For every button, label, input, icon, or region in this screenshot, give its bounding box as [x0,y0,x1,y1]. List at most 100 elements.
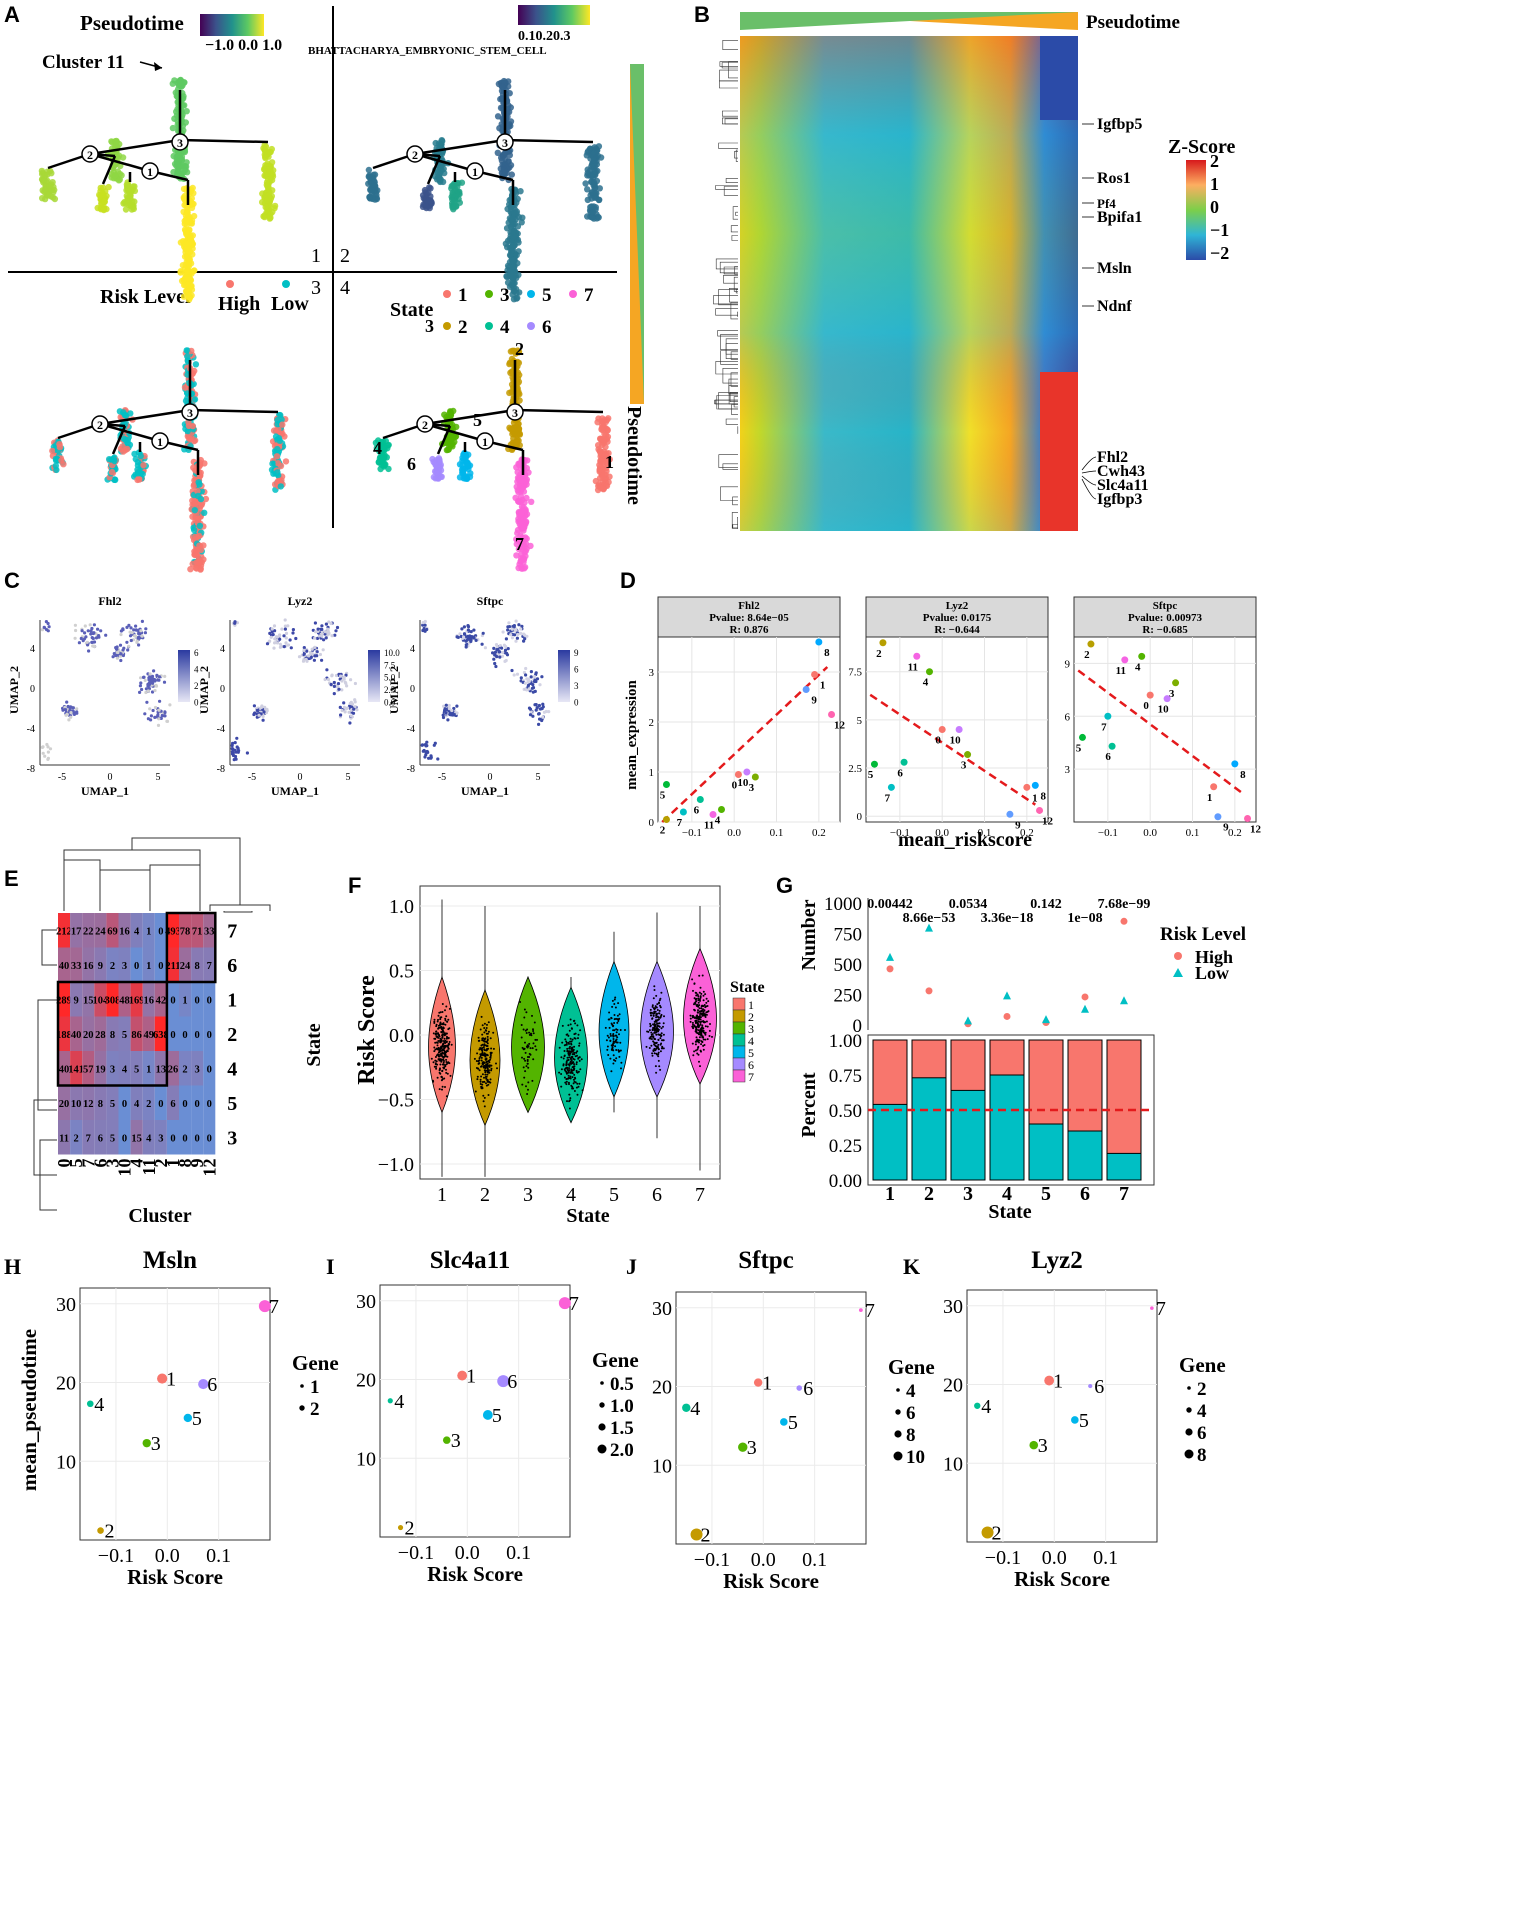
umap-cell [313,654,317,658]
cell-point [509,257,516,265]
cluster-point-12 [828,711,836,718]
cell-point [600,436,607,443]
cluster-point-label: 10 [1158,704,1170,716]
umap-cell [65,700,69,704]
cell-point [513,251,520,259]
risk-point [525,1065,528,1068]
umap-cell [425,627,429,632]
risk-point [571,1046,574,1049]
umap-legend-tick: 0 [574,697,579,707]
risk-point [572,1082,575,1085]
cell-point [46,182,53,189]
risk-point [481,1047,484,1049]
risk-point [691,1021,694,1024]
risk-point [609,1040,612,1042]
risk-point [698,1007,701,1010]
umap-cell [288,638,292,642]
dendrogram-branch [725,178,738,183]
umap-cell [137,643,141,647]
risk-point [705,1001,708,1004]
cell-point [201,460,208,467]
risk-point [575,1061,578,1064]
risk-point [564,1038,567,1041]
risk-point [570,1051,573,1053]
risk-point [440,1060,443,1063]
umap-cell [464,643,468,647]
risk-point [481,1087,484,1090]
umap-ylabel: UMAP_2 [387,666,401,714]
umap-legend-bar [178,650,190,702]
panel-f: F 1.00.50.0−0.5−1.01 2 3 4 5 6 7 Risk Score St… [348,873,765,1227]
umap-cell [537,712,541,716]
risk-point [654,1019,657,1022]
risk-point [617,1002,620,1005]
heatmap-value: 13 [156,1064,167,1075]
risk-point [660,1035,663,1038]
risk-point [433,1065,436,1068]
umap-cell [507,625,512,629]
umap-cell [474,638,478,643]
dendrogram-branch [720,350,738,365]
umap-cell [472,635,476,639]
risk-point [430,1057,433,1060]
trajectory-edge [514,408,604,414]
umap-cell [339,674,343,678]
cell-point [381,454,388,461]
umap-cell [273,641,277,645]
risk-point [705,997,708,1000]
risk-point [654,1049,657,1052]
risk-point [654,1007,657,1009]
risk-point [439,1023,442,1026]
risk-point [608,1018,611,1021]
cell-point [194,487,201,495]
umap-cell [340,708,344,713]
risk-point [697,1046,699,1049]
umap-cell [312,658,316,662]
cell-point [601,476,608,483]
risk-point [567,1081,570,1084]
umap-x-tick: -5 [438,772,446,783]
umap-title: Lyz2 [288,594,313,608]
risk-point [619,1029,622,1031]
risk-point [443,1037,446,1040]
umap-cell [426,750,430,755]
risk-point [709,1023,711,1025]
heatmap-value: 16 [144,995,155,1006]
risk-point [699,1065,701,1068]
trajectory-edge [414,138,506,156]
umap-cell [261,718,265,722]
risk-point [568,1047,571,1050]
risk-point [617,1049,620,1052]
umap-cell [320,624,324,628]
umap-cell [168,703,172,707]
risk-point [485,1084,488,1087]
pseudotime-colorbar-ticks: −1.0 0.0 1.0 [205,37,282,54]
umap-cell [320,658,324,662]
risk-point [573,1019,576,1022]
facet-strip-text: R: −0.644 [934,624,980,636]
risk-point [570,1069,573,1072]
heatmap-value: 0 [134,961,139,972]
risk-point [612,1038,615,1040]
cluster-point-label: 8 [824,647,830,659]
facet-y-tick: 5 [857,715,863,727]
risk-point [611,1005,614,1008]
risk-point [437,1032,440,1035]
umap-cell [104,633,108,637]
umap-cell [344,681,348,685]
cell-point [498,83,506,90]
umap-cell [336,682,341,686]
risk-point [618,1013,621,1016]
cell-point [179,262,187,269]
cluster-point-label: 12 [834,720,846,732]
umap-cell [462,635,466,639]
cell-point [509,425,517,432]
umap-y-tick: 0 [410,684,415,695]
e-ylabel: State [303,1023,325,1066]
heatmap-state-label: 1 [227,989,237,1011]
risk-point [446,1036,449,1039]
umap-cell [137,635,141,640]
cluster-point-12 [1036,806,1044,814]
risk-point [653,1043,656,1046]
cell-point [377,465,384,473]
